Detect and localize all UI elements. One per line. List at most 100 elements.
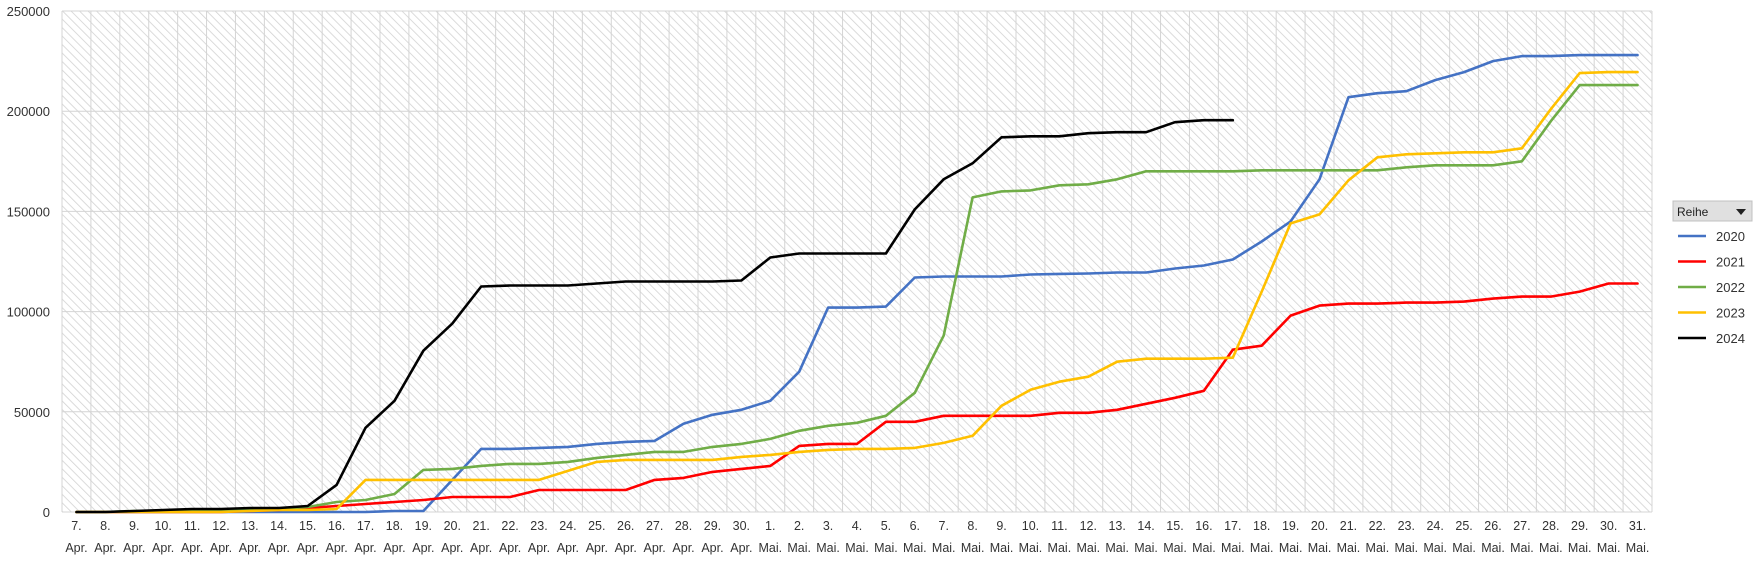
x-tick-label-month: Apr. — [65, 541, 87, 555]
legend-label-2022: 2022 — [1716, 280, 1745, 295]
x-tick-label-day: 21. — [472, 519, 489, 533]
x-tick-label-month: Mai. — [1192, 541, 1216, 555]
x-tick-label-day: 29. — [704, 519, 721, 533]
x-tick-label-month: Mai. — [932, 541, 956, 555]
x-tick-label-month: Mai. — [1481, 541, 1505, 555]
series-line-2020 — [75, 53, 1639, 514]
x-tick-label-month: Mai. — [845, 541, 869, 555]
x-tick-label-day: 19. — [1282, 519, 1299, 533]
x-tick-label-month: Apr. — [615, 541, 637, 555]
x-tick-label-day: 12. — [212, 519, 229, 533]
legend: Reihe 2020 2021 2022 2023 2024 — [1672, 200, 1753, 346]
y-tick-label: 100000 — [7, 305, 50, 320]
x-tick-label-month: Mai. — [1394, 541, 1418, 555]
x-tick-label-day: 11. — [1051, 519, 1067, 533]
x-tick-label-day: 27. — [646, 519, 663, 533]
x-tick-label-day: 2. — [794, 519, 804, 533]
y-tick-label: 50000 — [14, 405, 50, 420]
x-tick-label-month: Apr. — [441, 541, 463, 555]
x-tick-label-month: Apr. — [672, 541, 694, 555]
x-tick-label-day: 26. — [617, 519, 634, 533]
x-tick-label-month: Mai. — [1423, 541, 1447, 555]
series-line-2023 — [75, 70, 1639, 514]
chevron-down-icon — [1736, 209, 1746, 215]
x-tick-label-month: Apr. — [181, 541, 203, 555]
x-tick-label-month: Mai. — [1048, 541, 1072, 555]
x-tick-label-day: 17. — [1224, 519, 1241, 533]
x-tick-label-month: Apr. — [152, 541, 174, 555]
x-tick-label-day: 20. — [444, 519, 461, 533]
x-tick-label-day: 8. — [100, 519, 110, 533]
x-tick-label-day: 23. — [1398, 519, 1415, 533]
legend-label-2023: 2023 — [1716, 306, 1745, 321]
x-tick-label-month: Mai. — [816, 541, 840, 555]
x-tick-label-day: 6. — [910, 519, 920, 533]
x-tick-label-month: Apr. — [644, 541, 666, 555]
x-tick-label-day: 21. — [1340, 519, 1357, 533]
x-axis: 7. Apr. 8. Apr. 9. Apr. 10. Apr. 11. Apr. 12. Apr. 1… — [65, 519, 1649, 555]
x-tick-label-day: 14. — [270, 519, 287, 533]
series-line-2024 — [75, 118, 1235, 514]
x-tick-label-month: Apr. — [268, 541, 290, 555]
x-tick-label-day: 26. — [1484, 519, 1501, 533]
x-tick-label-day: 7. — [939, 519, 949, 533]
x-tick-label-month: Apr. — [499, 541, 521, 555]
x-tick-label-month: Apr. — [210, 541, 232, 555]
x-tick-label-month: Mai. — [758, 541, 782, 555]
x-tick-label-day: 10. — [154, 519, 171, 533]
y-tick-label: 0 — [43, 505, 50, 520]
x-tick-label-month: Mai. — [1250, 541, 1274, 555]
x-tick-label-month: Apr. — [528, 541, 550, 555]
x-tick-label-month: Mai. — [1308, 541, 1332, 555]
x-tick-label-month: Apr. — [470, 541, 492, 555]
series-line-2022 — [75, 83, 1639, 514]
legend-title: Reihe — [1677, 205, 1709, 219]
x-tick-label-month: Mai. — [1337, 541, 1361, 555]
x-tick-label-day: 8. — [967, 519, 977, 533]
x-tick-label-month: Mai. — [1568, 541, 1592, 555]
x-tick-label-month: Apr. — [354, 541, 376, 555]
x-tick-label-month: Mai. — [1510, 541, 1534, 555]
x-tick-label-day: 23. — [530, 519, 547, 533]
x-tick-label-day: 12. — [1080, 519, 1097, 533]
x-tick-label-month: Mai. — [1279, 541, 1303, 555]
x-tick-label-month: Apr. — [383, 541, 405, 555]
x-tick-label-day: 13. — [1108, 519, 1125, 533]
x-tick-label-day: 19. — [415, 519, 432, 533]
legend-filter-button[interactable] — [1672, 200, 1753, 222]
x-tick-label-month: Apr. — [94, 541, 116, 555]
x-tick-label-month: Mai. — [903, 541, 927, 555]
x-tick-label-month: Apr. — [557, 541, 579, 555]
x-tick-label-day: 24. — [559, 519, 576, 533]
x-tick-label-month: Mai. — [1539, 541, 1563, 555]
x-tick-label-month: Apr. — [412, 541, 434, 555]
x-tick-label-day: 9. — [996, 519, 1006, 533]
x-tick-label-month: Mai. — [1626, 541, 1650, 555]
x-tick-label-month: Mai. — [1366, 541, 1390, 555]
x-tick-label-month: Apr. — [701, 541, 723, 555]
x-tick-label-month: Mai. — [961, 541, 985, 555]
x-tick-label-day: 22. — [1369, 519, 1386, 533]
x-tick-label-day: 13. — [241, 519, 258, 533]
x-tick-label-month: Mai. — [1221, 541, 1245, 555]
x-tick-label-month: Mai. — [874, 541, 898, 555]
x-tick-label-day: 17. — [357, 519, 374, 533]
x-tick-label-day: 1. — [765, 519, 775, 533]
x-tick-label-day: 31. — [1629, 519, 1646, 533]
x-tick-label-day: 7. — [71, 519, 81, 533]
x-tick-label-day: 18. — [1253, 519, 1270, 533]
x-tick-label-day: 22. — [501, 519, 518, 533]
y-tick-label: 200000 — [7, 104, 50, 119]
x-tick-label-day: 5. — [881, 519, 891, 533]
x-tick-label-day: 3. — [823, 519, 833, 533]
x-tick-label-day: 16. — [1195, 519, 1212, 533]
x-tick-label-month: Apr. — [239, 541, 261, 555]
x-tick-label-day: 14. — [1137, 519, 1154, 533]
x-tick-label-month: Mai. — [1452, 541, 1476, 555]
x-tick-label-day: 15. — [299, 519, 316, 533]
y-axis: 0 50000 100000 150000 200000 250000 — [7, 4, 50, 520]
x-tick-label-day: 16. — [328, 519, 345, 533]
x-tick-label-day: 30. — [733, 519, 750, 533]
x-tick-label-month: Apr. — [297, 541, 319, 555]
